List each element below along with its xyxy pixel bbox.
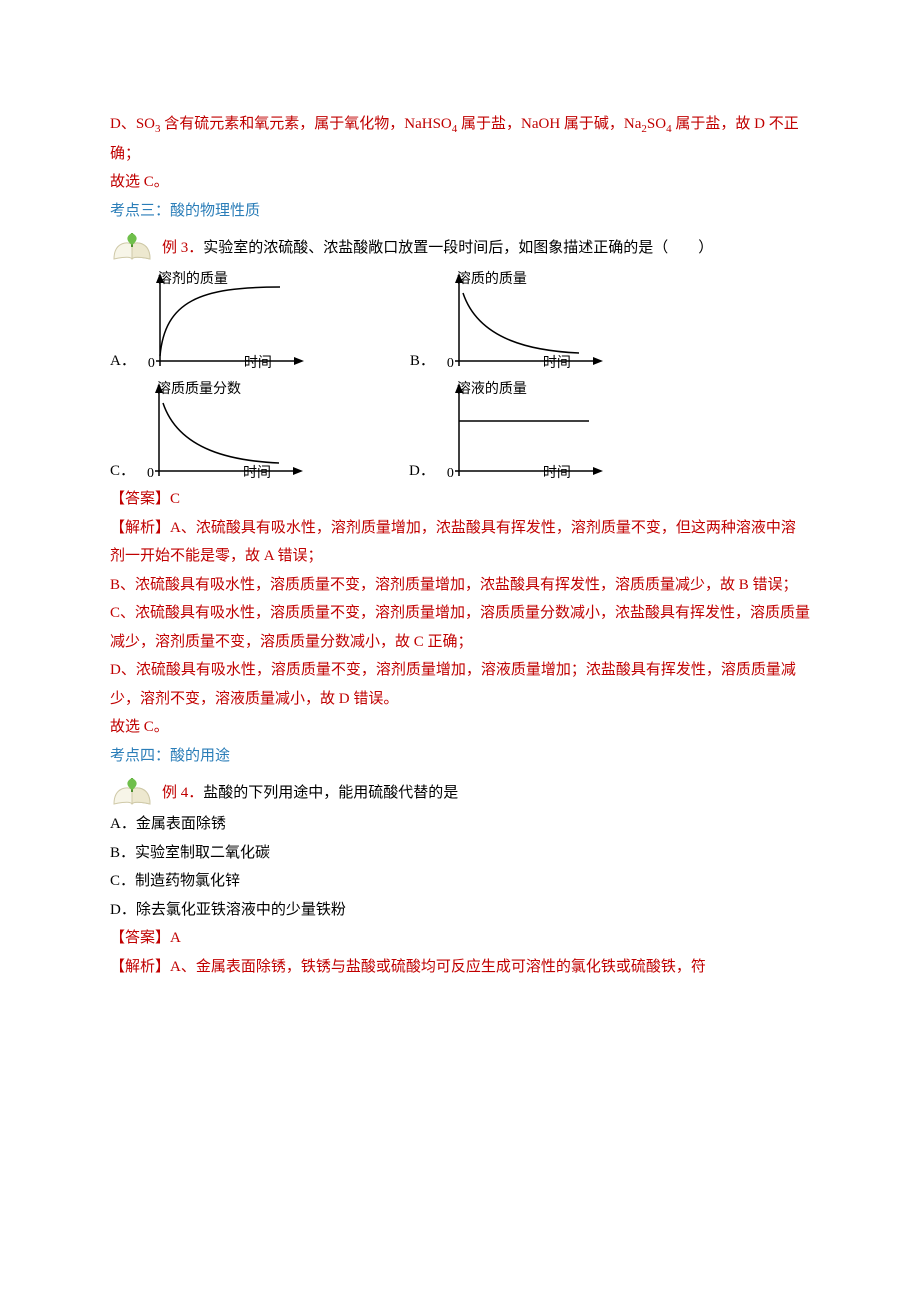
example-4-line: 例 4．盐酸的下列用途中，能用硫酸代替的是 [110,776,810,810]
ex4-option-d: D．除去氯化亚铁溶液中的少量铁粉 [110,896,810,925]
chart-a-cell: A． 溶剂的质量 0 时间 [110,271,310,375]
example-4-tag: 例 4． [162,785,203,801]
chart-c-origin: 0 [147,461,154,488]
expl3-d: D、浓硫酸具有吸水性，溶质质量不变，溶剂质量增加，溶液质量增加；浓盐酸具有挥发性… [110,656,810,713]
ex4-option-b: B．实验室制取二氧化碳 [110,839,810,868]
chart-c: 溶质质量分数 0 时间 [139,381,309,485]
chart-a: 溶剂的质量 0 时间 [140,271,310,375]
option-a-letter: A． [110,347,136,376]
chart-d-cell: D． 溶液的质量 0 时间 [409,381,609,485]
book-icon [110,231,154,265]
chart-b-ylabel: 溶质的质量 [457,267,527,294]
option-b-letter: B． [410,347,435,376]
ex4-option-a: A．金属表面除锈 [110,810,810,839]
example-3-line: 例 3．实验室的浓硫酸、浓盐酸敞口放置一段时间后，如图象描述正确的是（ ） [110,231,810,265]
chart-d-origin: 0 [447,461,454,488]
book-icon [110,776,154,810]
expl3-c: C、浓硫酸具有吸水性，溶质质量不变，溶剂质量增加，溶质质量分数减小，浓盐酸具有挥… [110,599,810,656]
select-c-2: 故选 C。 [110,713,810,742]
answer-3: 【答案】C [110,485,810,514]
example-3-question: 实验室的浓硫酸、浓盐酸敞口放置一段时间后，如图象描述正确的是（ ） [203,240,713,256]
chart-c-cell: C． 溶质质量分数 0 时间 [110,381,309,485]
example-3-text: 例 3．实验室的浓硫酸、浓盐酸敞口放置一段时间后，如图象描述正确的是（ ） [162,234,713,263]
expl4-a: 【解析】A、金属表面除锈，铁锈与盐酸或硫酸均可反应生成可溶性的氯化铁或硫酸铁，符 [110,953,810,982]
select-c-1: 故选 C。 [110,168,810,197]
option-d-letter: D． [409,457,435,486]
chart-b-xlabel: 时间 [543,351,571,378]
chart-row-ab: A． 溶剂的质量 0 时间 B． 溶质的质量 [110,271,810,375]
example-4-question: 盐酸的下列用途中，能用硫酸代替的是 [203,785,458,801]
chart-row-cd: C． 溶质质量分数 0 时间 D． 溶液的质量 [110,381,810,485]
topic-4-heading: 考点四：酸的用途 [110,742,810,771]
chart-a-origin: 0 [148,351,155,378]
topic-3-heading: 考点三：酸的物理性质 [110,197,810,226]
ex4-option-c: C．制造药物氯化锌 [110,867,810,896]
answer-4: 【答案】A [110,924,810,953]
chart-a-xlabel: 时间 [244,351,272,378]
option-c-letter: C． [110,457,135,486]
document-page: D、SO3 含有硫元素和氧元素，属于氧化物，NaHSO4 属于盐，NaOH 属于… [0,0,920,1302]
chart-d: 溶液的质量 0 时间 [439,381,609,485]
chart-c-ylabel: 溶质质量分数 [157,377,241,404]
example-3-tag: 例 3． [162,240,203,256]
chart-c-xlabel: 时间 [243,461,271,488]
chart-b-cell: B． 溶质的质量 0 时间 [410,271,609,375]
example-4-text: 例 4．盐酸的下列用途中，能用硫酸代替的是 [162,779,458,808]
chart-d-xlabel: 时间 [543,461,571,488]
chart-a-ylabel: 溶剂的质量 [158,267,228,294]
chart-b: 溶质的质量 0 时间 [439,271,609,375]
expl3-a: 【解析】A、浓硫酸具有吸水性，溶剂质量增加，浓盐酸具有挥发性，溶剂质量不变，但这… [110,514,810,571]
expl3-b: B、浓硫酸具有吸水性，溶质质量不变，溶剂质量增加，浓盐酸具有挥发性，溶质质量减少… [110,571,810,600]
chart-b-origin: 0 [447,351,454,378]
chart-d-ylabel: 溶液的质量 [457,377,527,404]
explanation-d: D、SO3 含有硫元素和氧元素，属于氧化物，NaHSO4 属于盐，NaOH 属于… [110,110,810,168]
